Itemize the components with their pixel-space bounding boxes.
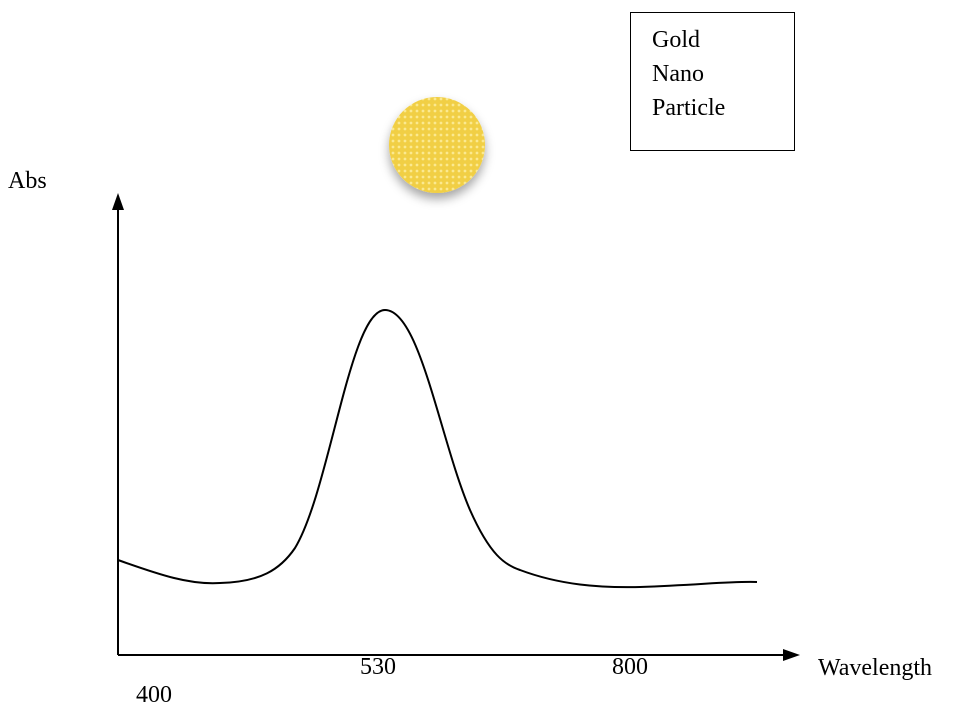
diagram: Abs 400 530 800 Wavelength Gold Nano Par… — [0, 0, 971, 720]
x-arrow — [783, 649, 800, 661]
absorbance-curve — [118, 310, 757, 587]
legend-line: Nano — [652, 57, 704, 91]
x-axis-label: Wavelength — [818, 650, 958, 686]
x-tick-label: 800 — [612, 650, 648, 684]
plot — [0, 0, 971, 720]
legend-line: Gold — [652, 23, 700, 57]
y-axis-label: Abs — [8, 164, 47, 198]
x-tick-label: 530 — [360, 650, 396, 684]
gold-particle — [389, 97, 485, 193]
legend-box: Gold Nano Particle — [630, 12, 795, 151]
y-arrow — [112, 193, 124, 210]
legend-line: Particle — [652, 91, 725, 125]
x-tick-label: 400 — [136, 678, 172, 712]
